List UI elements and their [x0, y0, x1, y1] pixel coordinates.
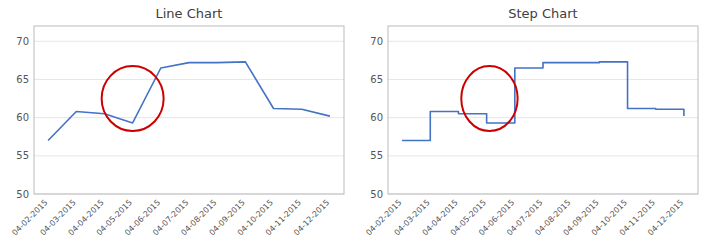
y-tick-label: 70 [16, 36, 29, 47]
grid-line [34, 79, 344, 80]
y-tick-label: 65 [16, 74, 29, 85]
step-line [402, 62, 684, 141]
x-tick-label: 04-12-2015 [292, 198, 331, 237]
grid-line [34, 41, 344, 42]
y-tick-label: 60 [370, 112, 383, 123]
y-tick-label: 60 [16, 112, 29, 123]
chart-root: 505560657004-02-201504-03-201504-04-2015… [0, 0, 710, 246]
y-tick-label: 65 [370, 74, 383, 85]
chart-title: Line Chart [156, 6, 223, 21]
plot-frame [388, 26, 698, 194]
y-tick-label: 55 [370, 150, 383, 161]
grid-line [34, 117, 344, 118]
plot-frame [34, 26, 344, 194]
y-tick-label: 70 [370, 36, 383, 47]
plot-area [48, 62, 330, 141]
grid-line [388, 79, 698, 80]
highlight-ellipse [461, 66, 517, 131]
grid-line [388, 155, 698, 156]
y-tick-label: 50 [370, 189, 383, 200]
y-tick-label: 50 [16, 189, 29, 200]
y-tick-label: 55 [16, 150, 29, 161]
panel: 505560657004-02-201504-03-201504-04-2015… [364, 6, 698, 237]
chart-title: Step Chart [508, 6, 577, 21]
grid-line [388, 41, 698, 42]
plot-area [402, 62, 684, 141]
grid-line [388, 117, 698, 118]
line [48, 62, 330, 141]
highlight-ellipse [102, 66, 164, 131]
panel: 505560657004-02-201504-03-201504-04-2015… [10, 6, 344, 237]
grid-line [34, 155, 344, 156]
x-tick-label: 04-12-2015 [646, 198, 685, 237]
